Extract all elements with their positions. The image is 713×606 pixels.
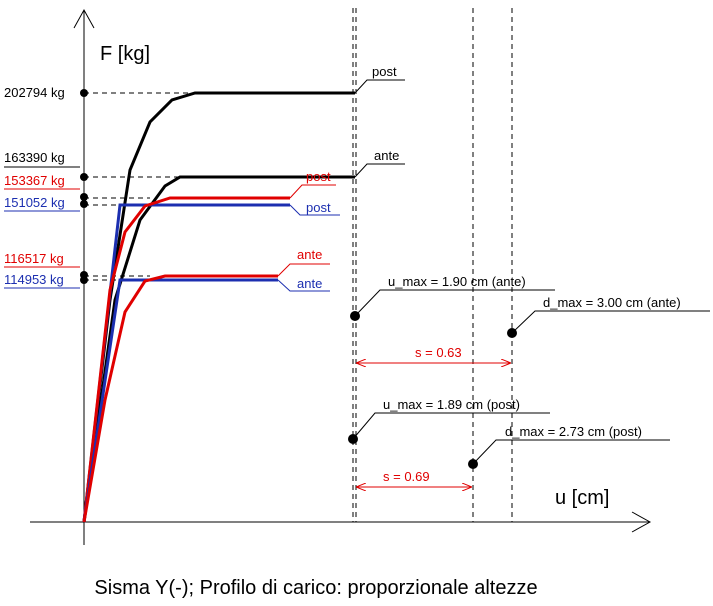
annotation: d_max = 3.00 cm (ante) — [543, 295, 681, 310]
curve-label: post — [306, 169, 331, 184]
annotation: u_max = 1.89 cm (post) — [383, 397, 520, 412]
force-label: 114953 kg — [4, 272, 64, 287]
force-label: 163390 kg — [4, 150, 65, 165]
curve-label: ante — [374, 148, 399, 163]
x-axis-label: u [cm] — [555, 487, 609, 509]
curve-label: post — [372, 64, 397, 79]
force-label: 202794 kg — [4, 85, 65, 100]
annotations: u_max = 1.90 cm (ante) d_max = 3.00 cm (… — [348, 274, 710, 469]
annotation: d_max = 2.73 cm (post) — [505, 424, 642, 439]
curve-label: ante — [297, 247, 322, 262]
caption: Sisma Y(-); Profilo di carico: proporzio… — [94, 577, 537, 599]
annotation: u_max = 1.90 cm (ante) — [388, 274, 526, 289]
y-axis-label: F [kg] — [100, 43, 150, 65]
spacing-label: s = 0.69 — [383, 469, 430, 484]
axes: F [kg] u [cm] — [30, 8, 652, 545]
curves — [82, 91, 355, 523]
force-label: 153367 kg — [4, 173, 65, 188]
force-labels: 202794 kg 163390 kg 153367 kg 151052 kg … — [4, 85, 88, 289]
curve-labels: post ante post post ante ante — [277, 64, 405, 292]
spacing-label: s = 0.63 — [415, 345, 462, 360]
force-label: 151052 kg — [4, 195, 65, 210]
verticals — [352, 8, 513, 522]
curve-label: post — [306, 200, 331, 215]
curve-label: ante — [297, 276, 322, 291]
spacing: s = 0.63 s = 0.69 — [357, 345, 510, 487]
force-label: 116517 kg — [4, 251, 64, 266]
